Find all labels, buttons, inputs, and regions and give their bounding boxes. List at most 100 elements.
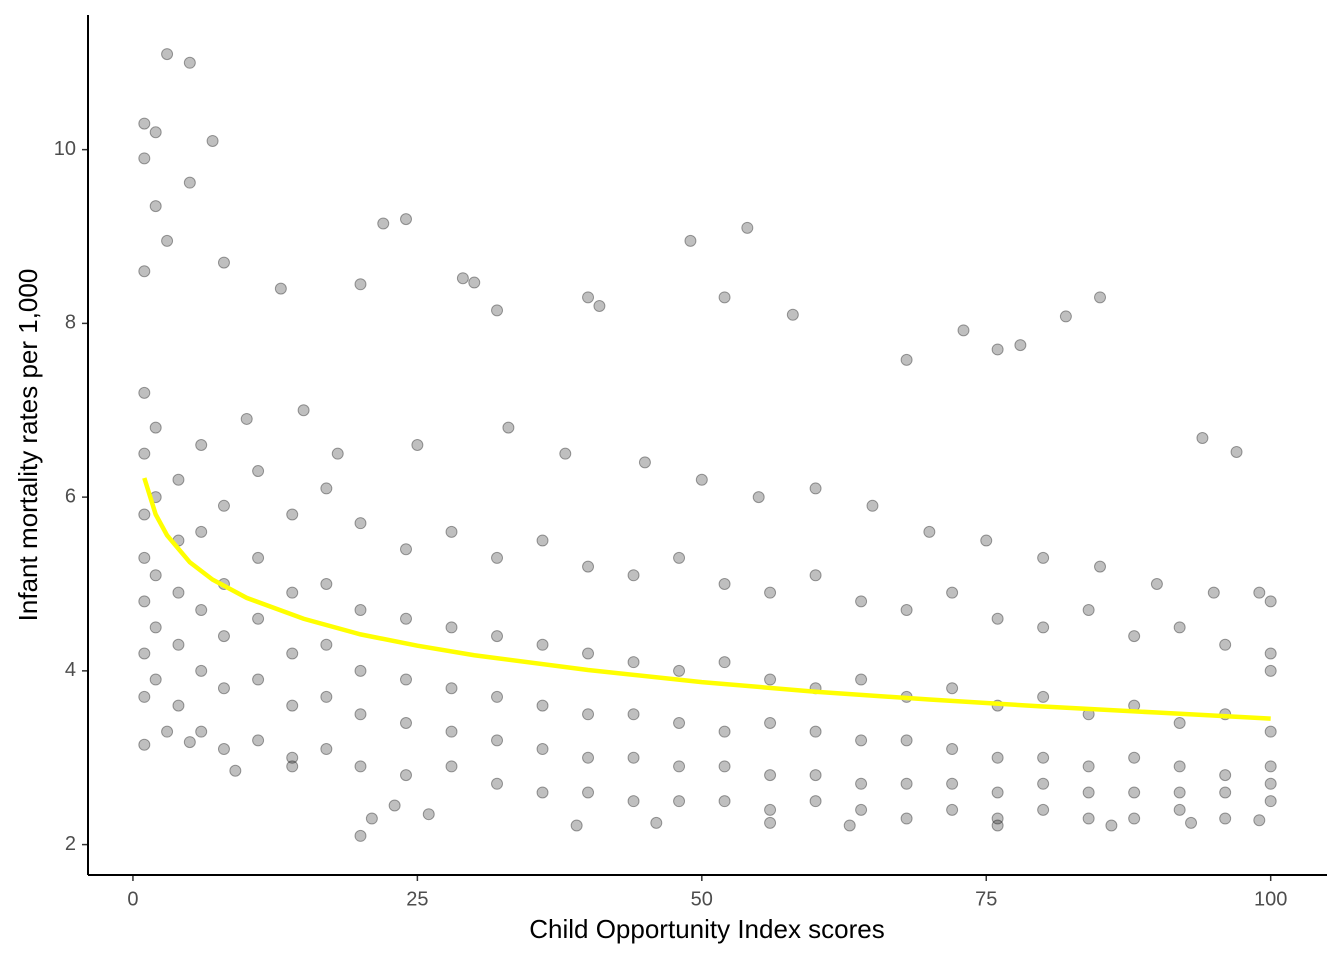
point: [138, 447, 151, 460]
point: [1219, 786, 1232, 799]
y-tick-label: 2: [65, 833, 76, 855]
point: [183, 56, 196, 69]
point: [809, 795, 822, 808]
point: [217, 256, 230, 269]
point: [673, 760, 686, 773]
point: [582, 291, 595, 304]
point: [1173, 621, 1186, 634]
point: [900, 353, 913, 366]
point: [354, 664, 367, 677]
point: [1037, 690, 1050, 703]
point: [1264, 795, 1277, 808]
point: [1128, 786, 1141, 799]
point: [183, 176, 196, 189]
point: [809, 769, 822, 782]
point: [638, 456, 651, 469]
point: [274, 282, 287, 295]
point: [980, 534, 993, 547]
point: [491, 551, 504, 564]
point: [718, 725, 731, 738]
point: [1037, 621, 1050, 634]
point: [240, 412, 253, 425]
point: [252, 734, 265, 747]
point: [217, 743, 230, 756]
point: [809, 482, 822, 495]
point: [183, 736, 196, 749]
point: [195, 664, 208, 677]
point: [809, 569, 822, 582]
point: [320, 690, 333, 703]
point: [149, 569, 162, 582]
point: [399, 673, 412, 686]
point: [320, 577, 333, 590]
point: [217, 682, 230, 695]
point: [149, 673, 162, 686]
point: [491, 304, 504, 317]
x-tick-label: 25: [406, 888, 428, 910]
point: [138, 551, 151, 564]
point: [695, 473, 708, 486]
point: [593, 300, 606, 313]
point: [1230, 445, 1243, 458]
point: [320, 743, 333, 756]
y-tick-label: 4: [65, 659, 76, 681]
point: [1105, 819, 1118, 832]
point: [399, 543, 412, 556]
point: [855, 734, 868, 747]
point: [627, 751, 640, 764]
point: [1094, 560, 1107, 573]
point: [855, 595, 868, 608]
point: [217, 499, 230, 512]
y-tick-label: 6: [65, 485, 76, 507]
point: [1264, 725, 1277, 738]
point: [866, 499, 879, 512]
point: [399, 612, 412, 625]
point: [161, 48, 174, 61]
point: [1253, 586, 1266, 599]
x-tick-label: 50: [691, 888, 713, 910]
point: [923, 525, 936, 538]
point: [445, 621, 458, 634]
point: [1082, 812, 1095, 825]
point: [946, 682, 959, 695]
point: [399, 213, 412, 226]
point: [1037, 803, 1050, 816]
point: [422, 808, 435, 821]
point: [764, 816, 777, 829]
point: [206, 134, 219, 147]
point: [1264, 760, 1277, 773]
point: [149, 421, 162, 434]
point: [1037, 551, 1050, 564]
y-tick-label: 8: [65, 312, 76, 334]
point: [582, 560, 595, 573]
point: [195, 525, 208, 538]
point: [627, 795, 640, 808]
y-axis-title: Infant mortality rates per 1,000: [13, 269, 43, 622]
point: [286, 751, 299, 764]
point: [991, 786, 1004, 799]
point: [161, 725, 174, 738]
point: [718, 291, 731, 304]
point: [764, 769, 777, 782]
point: [354, 708, 367, 721]
point: [195, 604, 208, 617]
point: [195, 725, 208, 738]
point: [138, 386, 151, 399]
point: [399, 716, 412, 729]
point: [1219, 638, 1232, 651]
point: [1219, 769, 1232, 782]
point: [673, 664, 686, 677]
point: [559, 447, 572, 460]
point: [1173, 786, 1186, 799]
point: [752, 491, 765, 504]
point: [1173, 803, 1186, 816]
point: [991, 751, 1004, 764]
point: [1082, 604, 1095, 617]
point: [1185, 816, 1198, 829]
point: [377, 217, 390, 230]
point: [399, 769, 412, 782]
point: [855, 777, 868, 790]
point: [786, 308, 799, 321]
point: [1264, 664, 1277, 677]
point: [900, 734, 913, 747]
